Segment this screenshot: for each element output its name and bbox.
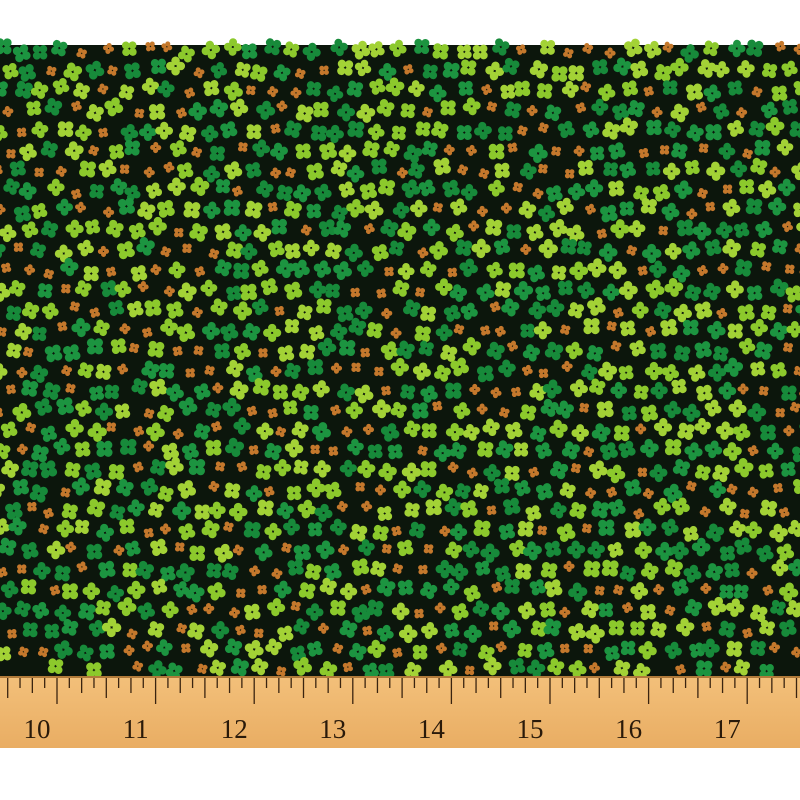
- ruler-number: 15: [517, 714, 544, 744]
- ruler-number: 11: [123, 714, 149, 744]
- ruler-number: 10: [24, 714, 51, 744]
- ruler-number: 14: [418, 714, 446, 744]
- ruler-body: [0, 676, 800, 748]
- ruler-number: 12: [221, 714, 248, 744]
- ruler-number: 16: [615, 714, 642, 744]
- ruler-number: 17: [714, 714, 741, 744]
- clover: [0, 645, 12, 662]
- ruler-number: 13: [319, 714, 346, 744]
- fabric: [0, 36, 800, 682]
- ruler: 10 11 12 13 14 15 16 17: [0, 676, 800, 748]
